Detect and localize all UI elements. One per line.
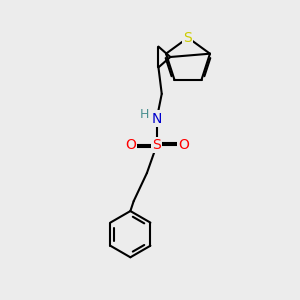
Text: O: O [178,138,189,152]
Text: H: H [140,108,149,121]
Text: N: N [152,112,162,126]
Text: S: S [184,31,192,45]
Text: O: O [125,138,136,152]
Text: S: S [152,138,161,152]
